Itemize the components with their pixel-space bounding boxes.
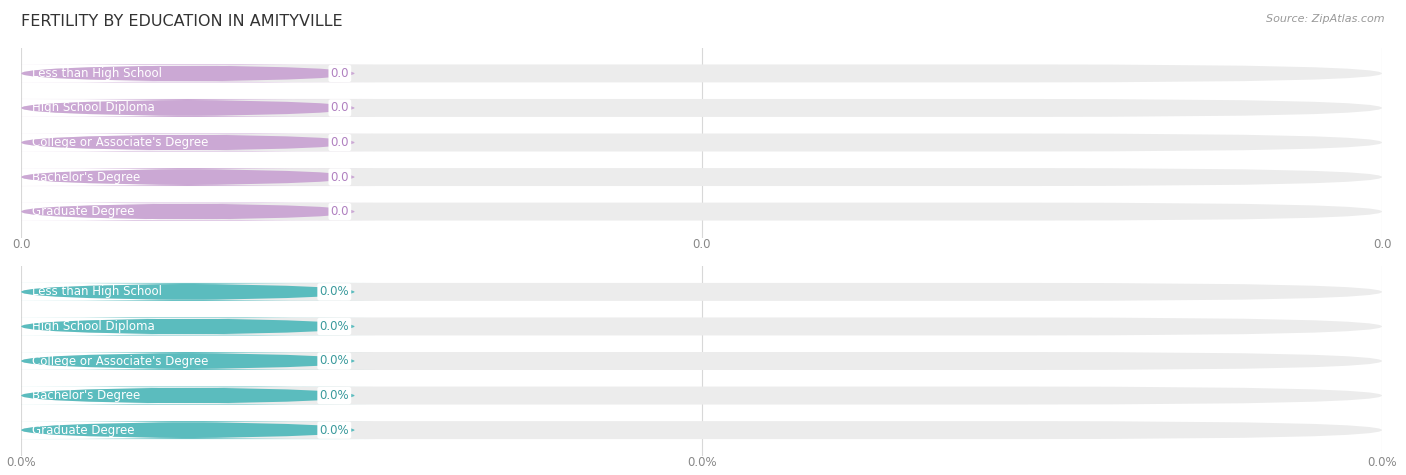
FancyBboxPatch shape [0, 352, 375, 370]
FancyBboxPatch shape [21, 352, 1382, 370]
FancyBboxPatch shape [21, 99, 1382, 117]
Text: College or Associate's Degree: College or Associate's Degree [32, 136, 208, 149]
Text: 0.0: 0.0 [11, 238, 31, 250]
FancyBboxPatch shape [21, 133, 1382, 152]
FancyBboxPatch shape [0, 99, 375, 117]
Text: College or Associate's Degree: College or Associate's Degree [32, 354, 208, 368]
Text: 0.0: 0.0 [692, 238, 711, 250]
FancyBboxPatch shape [21, 203, 1382, 220]
FancyBboxPatch shape [21, 387, 1382, 405]
FancyBboxPatch shape [0, 168, 375, 186]
Text: 0.0: 0.0 [330, 205, 349, 218]
Text: 0.0%: 0.0% [319, 320, 349, 333]
FancyBboxPatch shape [21, 65, 1382, 82]
Text: 0.0%: 0.0% [319, 424, 349, 437]
Text: 0.0: 0.0 [330, 136, 349, 149]
Text: High School Diploma: High School Diploma [32, 102, 155, 114]
FancyBboxPatch shape [0, 283, 375, 301]
Text: Source: ZipAtlas.com: Source: ZipAtlas.com [1267, 14, 1385, 24]
Text: 0.0: 0.0 [1372, 238, 1392, 250]
Text: 0.0: 0.0 [330, 171, 349, 183]
Text: 0.0%: 0.0% [319, 285, 349, 298]
Text: 0.0%: 0.0% [6, 456, 37, 469]
FancyBboxPatch shape [21, 317, 1382, 335]
Text: 0.0%: 0.0% [319, 354, 349, 368]
Text: High School Diploma: High School Diploma [32, 320, 155, 333]
Text: Graduate Degree: Graduate Degree [32, 205, 135, 218]
Text: Graduate Degree: Graduate Degree [32, 424, 135, 437]
FancyBboxPatch shape [0, 65, 375, 82]
Text: Bachelor's Degree: Bachelor's Degree [32, 389, 141, 402]
FancyBboxPatch shape [0, 203, 375, 220]
FancyBboxPatch shape [0, 133, 375, 152]
Text: FERTILITY BY EDUCATION IN AMITYVILLE: FERTILITY BY EDUCATION IN AMITYVILLE [21, 14, 343, 29]
FancyBboxPatch shape [0, 421, 375, 439]
FancyBboxPatch shape [21, 168, 1382, 186]
Text: Bachelor's Degree: Bachelor's Degree [32, 171, 141, 183]
Text: 0.0%: 0.0% [1367, 456, 1398, 469]
Text: 0.0: 0.0 [330, 67, 349, 80]
Text: Less than High School: Less than High School [32, 285, 162, 298]
Text: Less than High School: Less than High School [32, 67, 162, 80]
FancyBboxPatch shape [0, 387, 375, 405]
Text: 0.0: 0.0 [330, 102, 349, 114]
FancyBboxPatch shape [21, 421, 1382, 439]
Text: 0.0%: 0.0% [686, 456, 717, 469]
FancyBboxPatch shape [0, 317, 375, 335]
FancyBboxPatch shape [21, 283, 1382, 301]
Text: 0.0%: 0.0% [319, 389, 349, 402]
